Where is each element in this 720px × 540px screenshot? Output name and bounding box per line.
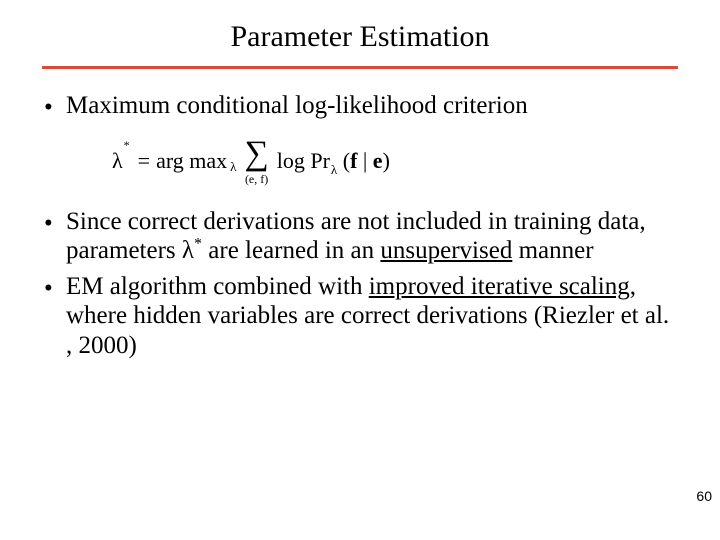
- bullet-text-3: EM algorithm combined with improved iter…: [66, 272, 672, 361]
- b2-tail: manner: [512, 237, 593, 264]
- bullet-dot: •: [44, 91, 66, 123]
- formula-eq: =: [138, 148, 150, 174]
- page-number: 60: [696, 488, 712, 504]
- formula-pr: Pr: [310, 148, 330, 173]
- bullet-dot: •: [44, 272, 66, 304]
- formula-argmax: arg max: [156, 148, 227, 174]
- formula-lambda: λ: [112, 148, 123, 174]
- b2-under: unsupervised: [380, 237, 512, 264]
- bullet-dot: •: [44, 207, 66, 239]
- bullet-list: • Maximum conditional log-likelihood cri…: [42, 91, 678, 123]
- formula-star: *: [124, 138, 130, 153]
- formula-e: e: [373, 148, 383, 173]
- b2-post: are learned in an: [202, 237, 380, 264]
- formula-rhs: log Prλ (f | e): [277, 148, 390, 174]
- list-item: • EM algorithm combined with improved it…: [44, 272, 672, 361]
- list-item: • Since correct derivations are not incl…: [44, 207, 672, 266]
- bullet-list-2: • Since correct derivations are not incl…: [42, 207, 678, 361]
- b2-sup: *: [194, 236, 202, 253]
- b3-pre: EM algorithm combined with: [66, 273, 369, 300]
- formula-log: log: [277, 148, 305, 173]
- formula-bar: |: [357, 148, 372, 173]
- b3-under: improved iterative scaling: [369, 273, 630, 300]
- bullet-text-1: Maximum conditional log-likelihood crite…: [66, 91, 672, 121]
- sigma-icon: ∑: [244, 137, 268, 171]
- bullet-text-2: Since correct derivations are not includ…: [66, 207, 672, 266]
- formula-pr-sub: λ: [331, 162, 337, 177]
- list-item: • Maximum conditional log-likelihood cri…: [44, 91, 672, 123]
- formula-sigma-sub: (e, f): [245, 173, 268, 185]
- formula-lparen: (: [343, 148, 350, 173]
- slide-title: Parameter Estimation: [42, 20, 678, 54]
- formula-rparen: ): [383, 148, 390, 173]
- formula: λ* = arg maxλ ∑ (e, f) log Prλ (f | e): [112, 137, 678, 185]
- divider: [42, 66, 678, 69]
- formula-argmax-sub: λ: [230, 159, 236, 175]
- formula-sigma-block: ∑ (e, f): [244, 137, 268, 185]
